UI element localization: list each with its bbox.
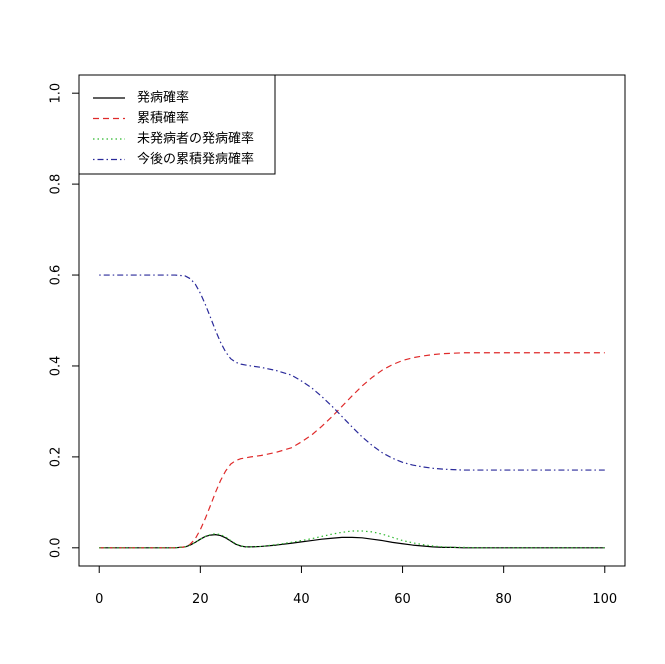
legend-label: 発病確率 (137, 90, 189, 106)
legend-label: 累積確率 (137, 110, 189, 126)
series-line-3 (99, 274, 605, 471)
x-axis: 0 20 40 60 80 100 (95, 565, 617, 607)
legend-label: 未発病者の発病確率 (137, 131, 254, 147)
y-axis: 0.0 0.2 0.4 0.6 0.8 1.0 (49, 83, 80, 558)
x-tick-label: 40 (293, 592, 310, 607)
y-tick-label: 0.4 (49, 356, 64, 377)
series-line-0 (99, 534, 605, 549)
y-tick-label: 0.8 (49, 174, 64, 195)
x-tick-label: 20 (192, 592, 209, 607)
x-tick-label: 60 (394, 592, 411, 607)
series-layer (99, 274, 605, 549)
y-tick-label: 1.0 (49, 83, 64, 104)
series-line-2 (99, 530, 605, 549)
legend-box (78, 74, 276, 175)
x-tick-label: 100 (592, 592, 617, 607)
y-tick-label: 0.2 (49, 447, 64, 468)
y-tick-label: 0.6 (49, 265, 64, 286)
y-tick-label: 0.0 (49, 537, 64, 558)
series-line-1 (99, 352, 605, 549)
x-tick-label: 80 (495, 592, 512, 607)
x-tick-label: 0 (95, 592, 103, 607)
legend-label: 今後の累積発病確率 (137, 151, 254, 167)
